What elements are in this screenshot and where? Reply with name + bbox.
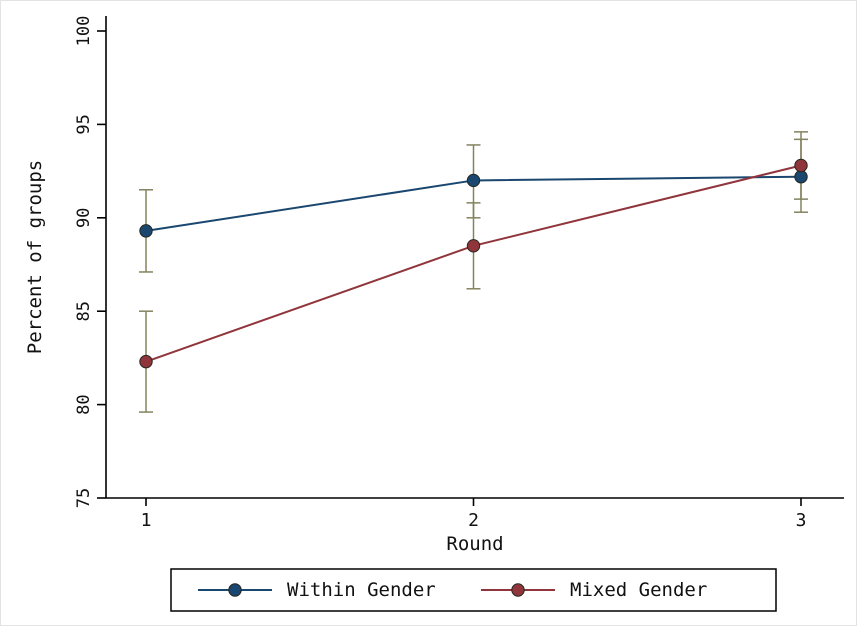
data-point-marker — [139, 354, 153, 369]
y-tick-label: 100 — [74, 16, 94, 47]
y-axis-title: Percent of groups — [24, 160, 46, 354]
y-tick-label: 95 — [74, 114, 94, 134]
data-point-marker — [794, 158, 808, 173]
data-point-marker — [794, 170, 808, 184]
x-axis-title: Round — [446, 533, 503, 555]
data-point-marker — [466, 239, 481, 253]
y-tick-label: 80 — [74, 394, 94, 414]
y-tick-label: 85 — [74, 301, 94, 321]
legend-label: Within Gender — [287, 579, 436, 601]
legend-marker — [228, 583, 242, 597]
y-tick-label: 75 — [74, 488, 94, 508]
data-point-marker — [139, 224, 153, 238]
data-point-marker — [466, 173, 481, 188]
x-tick-label: 2 — [468, 510, 479, 531]
y-tick-label: 90 — [74, 208, 94, 228]
x-tick-label: 1 — [141, 510, 152, 531]
legend-label: Mixed Gender — [570, 579, 707, 601]
legend-marker — [511, 583, 525, 597]
x-tick-label: 3 — [796, 510, 807, 531]
